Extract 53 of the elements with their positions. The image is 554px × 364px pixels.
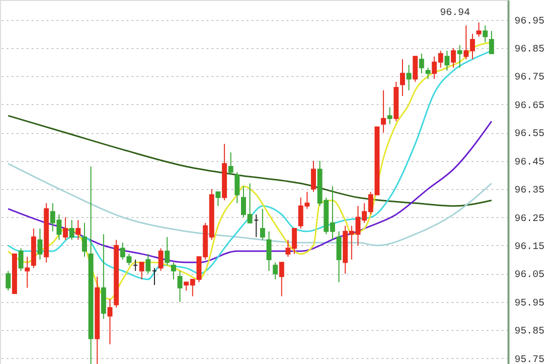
y-tick-label: 95.75 (514, 354, 545, 364)
candlestick (6, 270, 11, 292)
candlestick (76, 220, 81, 240)
candlestick (234, 172, 240, 204)
candlestick (419, 53, 424, 74)
candlestick (450, 47, 456, 68)
candlestick (69, 220, 74, 240)
y-tick-label: 96.55 (514, 129, 545, 140)
y-tick-label: 96.05 (514, 270, 545, 282)
candlestick (260, 208, 266, 240)
candlestick (400, 58, 406, 96)
candlestick (272, 262, 278, 280)
candlestick (444, 50, 450, 72)
candlestick (228, 152, 234, 176)
candlestick (482, 24, 488, 43)
y-tick-label: 96.75 (514, 72, 545, 84)
candlestick (62, 216, 68, 240)
candlestick (412, 56, 418, 82)
line-series (7, 162, 492, 246)
candlestick (336, 230, 342, 283)
y-tick-label: 95.95 (514, 298, 545, 310)
line-series (7, 114, 492, 207)
candlestick (387, 106, 392, 125)
candlestick (107, 298, 112, 345)
candlestick (310, 160, 316, 192)
candlestick (476, 22, 482, 38)
candlestick (177, 270, 182, 302)
candlestick (18, 248, 24, 272)
candlestick (139, 262, 144, 280)
candlestick (266, 230, 272, 272)
candlestick (164, 236, 170, 266)
candlestick (406, 64, 412, 91)
candlestick (425, 67, 430, 80)
y-tick-label: 96.95 (514, 16, 545, 28)
y-tick-label: 96.15 (514, 242, 545, 253)
candlestick (279, 262, 284, 297)
candlestick (216, 191, 221, 206)
candlestick (24, 256, 30, 288)
y-tick-label: 96.45 (514, 157, 545, 168)
candlestick (37, 228, 42, 260)
y-tick-label: 96.85 (514, 44, 545, 56)
candlestick (158, 248, 164, 272)
candlestick (489, 30, 494, 54)
candlestick (82, 222, 87, 258)
y-tick-label: 96.65 (514, 100, 545, 112)
annotation: 96.94 (440, 8, 470, 19)
y-tick-label: 95.85 (514, 326, 545, 338)
candlestick (171, 262, 176, 280)
y-tick-label: 96.25 (514, 214, 545, 225)
candlestick (146, 253, 151, 274)
candlestick (457, 44, 462, 68)
y-tick-label: 96.35 (514, 186, 545, 197)
candlestick (380, 90, 386, 134)
